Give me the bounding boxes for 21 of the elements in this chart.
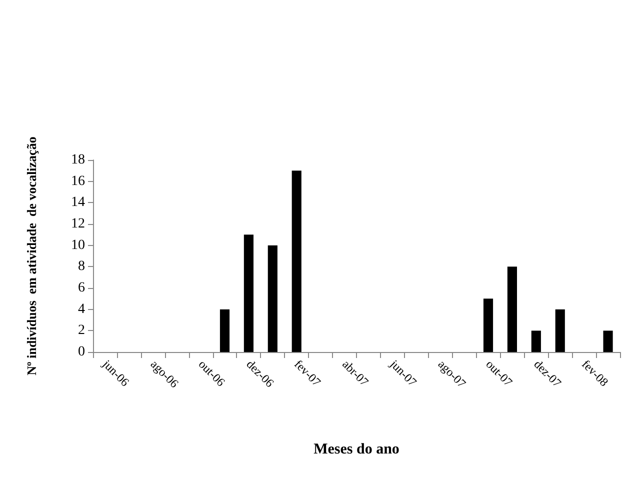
bar: [268, 245, 278, 352]
y-tick-label: 8: [78, 259, 85, 274]
bar: [603, 330, 613, 352]
y-tick-label: 6: [78, 280, 85, 296]
bar: [531, 330, 541, 352]
bar: [555, 309, 565, 352]
y-axis-title: Nº indivíduos em atividade de vocalização: [24, 136, 39, 376]
y-tick-label: 0: [78, 344, 85, 360]
bar: [220, 309, 230, 352]
y-tick-label: 14: [71, 195, 85, 210]
y-tick-label: 18: [71, 152, 85, 168]
y-tick-label: 16: [71, 174, 85, 189]
y-tick-label: 12: [71, 216, 85, 232]
bar: [507, 266, 517, 352]
bar: [244, 234, 254, 352]
bar: [483, 298, 494, 352]
y-tick-label: 10: [71, 238, 85, 253]
x-axis-title: Meses do ano: [314, 442, 400, 458]
y-tick-label: 4: [78, 302, 85, 317]
bar: [292, 170, 302, 352]
y-tick-label: 2: [78, 323, 85, 338]
